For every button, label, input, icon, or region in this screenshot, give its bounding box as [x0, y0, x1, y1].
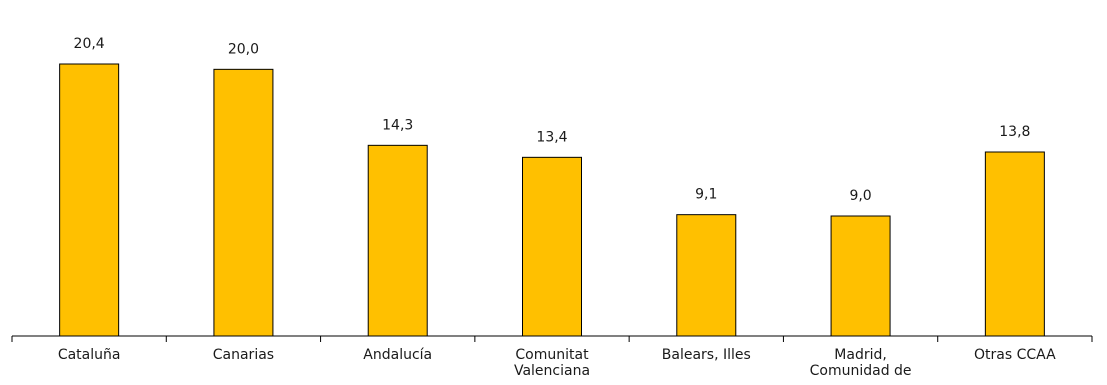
category-label-0: Cataluña — [58, 347, 121, 363]
value-label-4: 9,1 — [695, 187, 717, 203]
value-label-6: 13,8 — [999, 124, 1030, 140]
bar-5 — [830, 215, 891, 337]
category-label-5-line-1: Comunidad de — [810, 363, 912, 379]
category-label-4: Balears, Illes — [662, 347, 751, 363]
category-label-1: Canarias — [213, 347, 274, 363]
category-label-3-line-1: Valenciana — [514, 363, 590, 379]
bar-1 — [213, 68, 274, 337]
category-label-5-line-0: Madrid, — [834, 347, 887, 363]
value-label-2: 14,3 — [382, 117, 413, 133]
category-label-2: Andalucía — [363, 347, 432, 363]
x-axis-ticks-group — [11, 336, 1093, 342]
bar-3 — [522, 156, 582, 337]
category-label-3-line-0: Comunitat — [515, 347, 589, 363]
category-label-6: Otras CCAA — [974, 347, 1056, 363]
value-labels-group: 20,4 20,0 14,3 13,4 9,1 9,0 13,8 — [74, 36, 1031, 204]
bar-2 — [367, 144, 428, 337]
value-label-1: 20,0 — [228, 41, 259, 57]
bar-6 — [984, 151, 1045, 337]
bars-group — [59, 63, 1045, 337]
bar-4 — [676, 214, 737, 337]
category-labels-group: Cataluña Canarias Andalucía ComunitatValenc… — [58, 347, 1056, 379]
value-label-3: 13,4 — [536, 129, 567, 145]
value-label-5: 9,0 — [849, 188, 871, 204]
bar-0 — [59, 63, 120, 337]
value-label-0: 20,4 — [74, 36, 105, 52]
